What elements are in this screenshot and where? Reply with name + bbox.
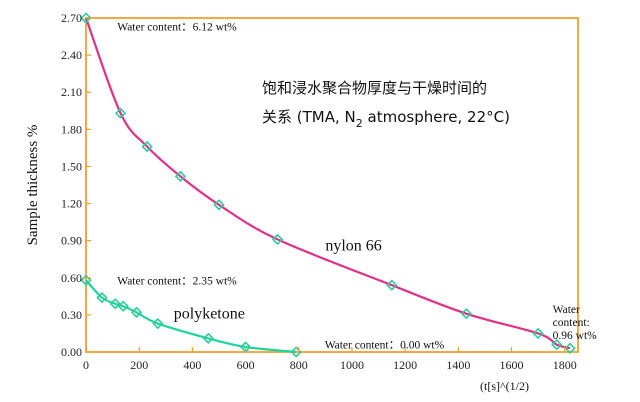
y-tick-label: 1.20 bbox=[61, 197, 82, 211]
data-point-nylon-66 bbox=[141, 140, 153, 153]
x-tick-label: 600 bbox=[237, 358, 255, 372]
chart-subtitle: 关系 (TMA, N2 atmosphere, 22°C) bbox=[262, 108, 510, 130]
annotation-water-content: Water content: 0.96 wt% bbox=[553, 304, 598, 342]
series-label-nylon-66: nylon 66 bbox=[325, 238, 381, 255]
y-tick-label: 0.60 bbox=[61, 271, 82, 285]
y-tick-label: 1.50 bbox=[61, 159, 82, 173]
data-point-nylon-66 bbox=[386, 279, 398, 291]
data-point-polyketone bbox=[96, 291, 108, 304]
y-tick-label: 2.70 bbox=[61, 11, 82, 25]
x-tick-label: 800 bbox=[290, 358, 308, 372]
x-tick-label: 1200 bbox=[393, 358, 417, 372]
data-point-polyketone bbox=[202, 332, 214, 345]
x-axis-title: (t[s]^(1/2) bbox=[480, 379, 529, 393]
x-tick-label: 200 bbox=[130, 358, 148, 372]
series-label-polyketone: polyketone bbox=[174, 306, 245, 323]
annotation-water-content: Water content：0.00 wt% bbox=[325, 340, 445, 352]
x-tick-label: 1000 bbox=[340, 358, 364, 372]
y-axis-title: Sample thickness % bbox=[25, 125, 41, 246]
data-point-nylon-66 bbox=[213, 199, 225, 211]
x-tick-label: 1400 bbox=[446, 358, 470, 372]
series-line-polyketone bbox=[85, 279, 297, 354]
y-tick-label: 0.90 bbox=[61, 234, 82, 248]
data-point-nylon-66 bbox=[174, 170, 187, 182]
y-tick-label: 1.80 bbox=[61, 122, 82, 136]
data-point-polyketone bbox=[117, 300, 129, 312]
y-tick-label: 2.40 bbox=[61, 48, 82, 62]
y-tick-label: 0.00 bbox=[61, 345, 82, 359]
y-tick-label: 0.30 bbox=[61, 308, 82, 322]
data-point-nylon-66 bbox=[460, 307, 472, 320]
annotation-water-content: Water content：2.35 wt% bbox=[117, 275, 237, 287]
x-tick-label: 1600 bbox=[500, 358, 524, 372]
data-point-polyketone bbox=[130, 306, 143, 319]
plot-frame bbox=[85, 17, 579, 353]
data-point-nylon-66 bbox=[80, 12, 92, 24]
data-point-polyketone bbox=[109, 298, 121, 310]
x-tick-label: 400 bbox=[183, 358, 201, 372]
data-point-nylon-66 bbox=[114, 107, 127, 119]
data-point-nylon-66 bbox=[551, 338, 563, 351]
data-point-nylon-66 bbox=[532, 327, 544, 340]
x-tick-label: 0 bbox=[83, 358, 89, 372]
data-point-polyketone bbox=[152, 317, 164, 330]
series-line-nylon-66 bbox=[84, 17, 571, 350]
y-tick-label: 2.10 bbox=[61, 85, 82, 99]
x-tick-label: 1800 bbox=[553, 358, 577, 372]
chart-title: 饱和浸水聚合物厚度与干燥时间的 bbox=[262, 79, 487, 97]
data-point-polyketone bbox=[239, 341, 252, 353]
annotation-water-content: Water content：6.12 wt% bbox=[117, 22, 237, 34]
data-point-nylon-66 bbox=[564, 342, 576, 354]
data-point-nylon-66 bbox=[271, 233, 284, 246]
